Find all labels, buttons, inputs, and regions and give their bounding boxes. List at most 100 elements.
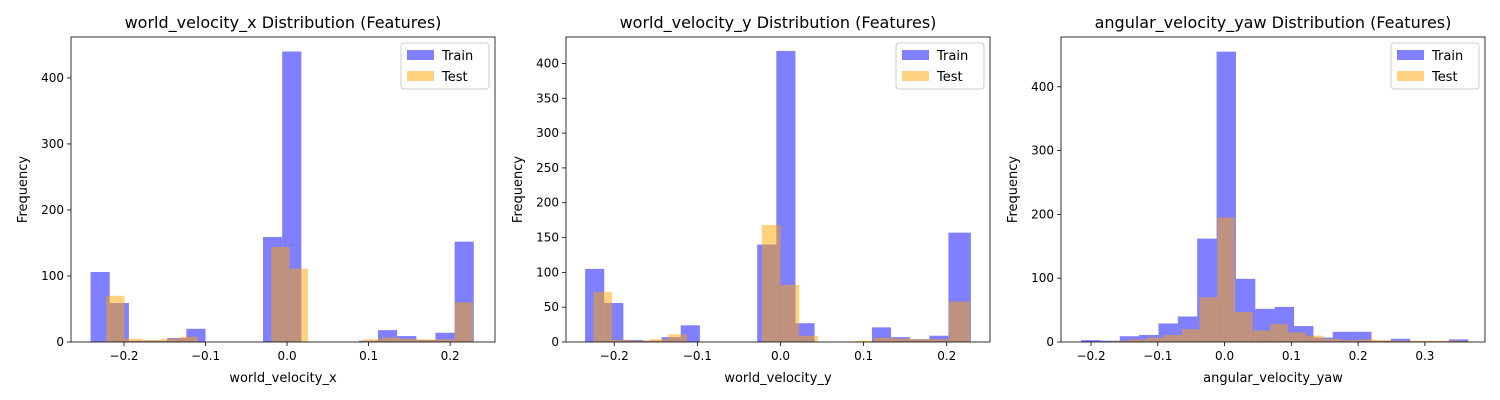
bar-train — [435, 332, 455, 342]
x-tick-label: 0.0 — [771, 349, 790, 363]
chart-panel-2: −0.2 −0.1 0.0 0.1 0.2 0 50 100 150 200 250 300 350 40… — [511, 13, 991, 386]
y-tick-label: 200 — [41, 203, 64, 217]
bar-test — [874, 337, 893, 342]
x-tick-label: −0.1 — [683, 349, 712, 363]
bar-test — [649, 339, 669, 342]
y-tick-label: 100 — [41, 269, 64, 283]
bars-group — [585, 50, 971, 342]
y-tick-label: 300 — [536, 126, 559, 140]
bar-train — [1352, 331, 1372, 342]
x-tick-label: 0.2 — [1349, 349, 1368, 363]
bar-train — [776, 50, 796, 342]
bar-test — [1199, 297, 1218, 342]
bar-train — [90, 272, 110, 342]
bar-test — [1252, 330, 1271, 342]
series-test — [593, 225, 971, 342]
bar-test — [161, 338, 180, 342]
bar-test — [1288, 332, 1306, 342]
bar-test — [1305, 335, 1324, 342]
bar-test — [142, 340, 162, 342]
y-tick-label: 150 — [536, 231, 559, 245]
bar-test — [892, 338, 912, 342]
bar-test — [911, 339, 931, 342]
bar-test — [289, 268, 308, 342]
axes-frame — [565, 36, 991, 343]
legend-swatch-train — [1397, 50, 1424, 60]
y-tick-label: 200 — [536, 196, 559, 210]
bar-test — [855, 340, 875, 342]
y-tick-label: 50 — [544, 300, 559, 314]
bar-test — [271, 246, 290, 342]
x-axis-label: world_velocity_y — [724, 371, 832, 386]
bar-test — [1164, 334, 1182, 342]
y-tick-label: 0 — [1046, 335, 1054, 349]
bar-test — [668, 334, 687, 342]
bar-test — [179, 336, 198, 342]
bar-test — [761, 225, 781, 342]
bar-test — [1217, 217, 1235, 342]
y-tick-label: 400 — [1031, 80, 1054, 94]
legend-label-train: Train — [936, 49, 968, 64]
y-axis-label: Frequency — [16, 156, 31, 223]
bar-test — [1394, 340, 1412, 342]
y-axis-label: Frequency — [1006, 156, 1021, 223]
y-tick-label: 0 — [551, 335, 559, 349]
y-tick-label: 200 — [1031, 207, 1054, 221]
bar-test — [1447, 340, 1465, 342]
x-tick-label: 0.1 — [854, 349, 873, 363]
chart-panel-3: −0.2 −0.1 0.0 0.1 0.2 0.3 0 100 200 300 400 angular… — [1006, 13, 1486, 386]
bar-test — [948, 301, 971, 342]
bar-test — [124, 338, 143, 342]
chart-panel-1: −0.2 −0.1 0.0 0.1 0.2 0 100 200 300 400 world_velo… — [16, 13, 496, 386]
x-tick-label: 0.1 — [1282, 349, 1301, 363]
x-tick-label: −0.1 — [191, 349, 220, 363]
bar-test — [381, 337, 400, 342]
legend-label-test: Test — [441, 70, 468, 85]
bar-train — [1390, 338, 1411, 342]
bar-test — [630, 340, 650, 342]
x-axis-label: angular_velocity_yaw — [1203, 371, 1343, 386]
bar-test — [1146, 337, 1165, 342]
legend: Train Test — [895, 42, 985, 90]
chart-title: world_velocity_x Distribution (Features) — [125, 13, 442, 33]
legend-swatch-test — [902, 71, 929, 81]
legend-label-train: Train — [1431, 49, 1463, 64]
y-tick-label: 100 — [536, 265, 559, 279]
bar-test — [1323, 338, 1342, 342]
y-tick-label: 300 — [1031, 144, 1054, 158]
legend-swatch-test — [407, 71, 434, 81]
y-axis-label: Frequency — [511, 156, 526, 223]
bar-test — [106, 295, 125, 342]
bar-test — [1341, 340, 1359, 342]
legend: Train Test — [400, 42, 490, 90]
axes-frame — [1060, 36, 1486, 343]
bar-test — [1358, 339, 1377, 342]
legend-swatch-train — [407, 50, 434, 60]
y-tick-label: 400 — [41, 71, 64, 85]
bars-group — [90, 51, 474, 342]
bar-test — [1128, 339, 1147, 342]
bar-test — [1429, 340, 1448, 342]
y-tick-label: 400 — [536, 56, 559, 70]
bar-test — [1234, 312, 1253, 342]
bar-train — [1100, 340, 1120, 342]
x-tick-label: 0.1 — [359, 349, 378, 363]
legend-label-train: Train — [441, 49, 473, 64]
legend-swatch-test — [1397, 71, 1424, 81]
axes-frame — [70, 36, 496, 343]
bar-test — [362, 339, 382, 342]
bar-train — [929, 335, 949, 342]
bar-test — [799, 335, 818, 342]
bars-group — [1081, 51, 1469, 342]
bar-test — [417, 339, 437, 342]
y-tick-label: 0 — [56, 335, 64, 349]
x-axis-label: world_velocity_x — [229, 371, 337, 386]
legend-label-test: Test — [1431, 70, 1458, 85]
y-tick-label: 300 — [41, 137, 64, 151]
bar-train — [1119, 336, 1140, 342]
y-tick-label: 100 — [1031, 271, 1054, 285]
legend: Train Test — [1390, 42, 1480, 90]
bar-test — [780, 284, 800, 342]
chart-title: angular_velocity_yaw Distribution (Featu… — [1095, 13, 1452, 33]
